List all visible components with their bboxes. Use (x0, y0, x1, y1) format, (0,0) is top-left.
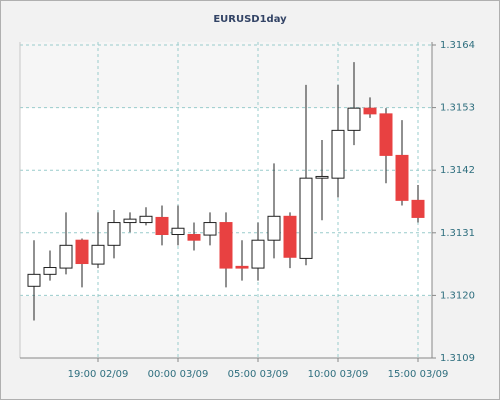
candle-body (251, 239, 265, 269)
candle-body (27, 273, 41, 287)
x-tick-label: 15:00 03/09 (388, 369, 449, 380)
y-tick-label: 1.3153 (440, 103, 475, 114)
candle-body (123, 218, 137, 224)
candle-body (187, 234, 201, 241)
chart-title: EURUSD1day (213, 14, 287, 25)
x-tick-label: 10:00 03/09 (308, 369, 369, 380)
candle-body (43, 267, 57, 275)
x-tick-label: 00:00 03/09 (148, 369, 209, 380)
x-tick-label: 05:00 03/09 (228, 369, 289, 380)
candle-body (203, 222, 217, 236)
candle-body (299, 177, 313, 259)
candle-body (139, 215, 153, 224)
candle-body (235, 265, 249, 269)
x-tick-label: 19:00 02/09 (68, 369, 129, 380)
candle-body (347, 107, 361, 131)
candle-body (75, 239, 89, 265)
candle-body (283, 215, 297, 258)
candle-body (379, 113, 393, 156)
candle-body (107, 222, 121, 246)
candle-body (267, 215, 281, 241)
candle-body (411, 199, 425, 218)
candle-body (395, 154, 409, 201)
candle-body (315, 175, 329, 179)
y-tick-label: 1.3120 (440, 290, 475, 301)
candle-body (331, 129, 345, 179)
candle-body (59, 244, 73, 269)
candle-body (219, 222, 233, 269)
y-tick-label: 1.3164 (440, 40, 475, 51)
y-tick-label: 1.3142 (440, 165, 475, 176)
candle-body (91, 244, 105, 265)
candle-body (171, 227, 185, 236)
y-tick-label: 1.3131 (440, 228, 475, 239)
candle-body (155, 216, 169, 236)
candle-body (363, 107, 377, 115)
y-tick-label: 1.3109 (440, 353, 475, 364)
